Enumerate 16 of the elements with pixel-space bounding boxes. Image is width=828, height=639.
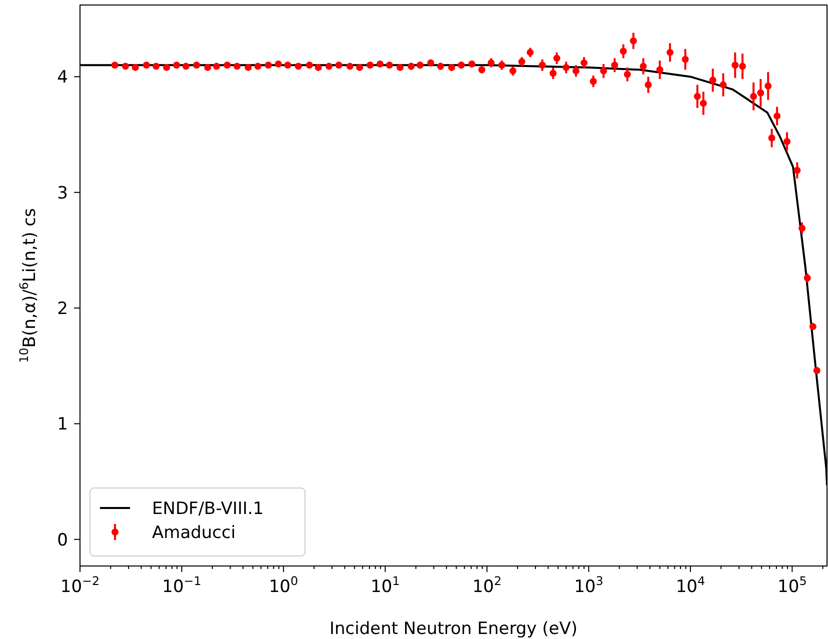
x-tick-label: 10$^{−1}$: [162, 574, 202, 597]
x-tick-label: 10$^{4}$: [676, 574, 706, 597]
y-tick-label: 2: [57, 299, 68, 320]
x-tick-label: 10$^{5}$: [778, 574, 807, 597]
y-tick-label: 3: [57, 183, 68, 204]
y-tick-label: 0: [57, 530, 68, 550]
x-tick-label: 10$^{1}$: [370, 574, 400, 597]
legend-label: ENDF/B-VIII.1: [152, 499, 264, 519]
x-tick-label: 10$^{0}$: [268, 574, 298, 597]
x-tick-label: 10$^{2}$: [472, 574, 502, 597]
x-tick-label: 10$^{−2}$: [60, 574, 100, 597]
x-tick-label: 10$^{3}$: [574, 574, 604, 597]
y-tick-label: 4: [57, 68, 68, 88]
legend-label: Amaducci: [152, 523, 236, 543]
y-tick-label: 1: [57, 414, 68, 435]
x-axis-title: Incident Neutron Energy (eV): [329, 619, 578, 639]
